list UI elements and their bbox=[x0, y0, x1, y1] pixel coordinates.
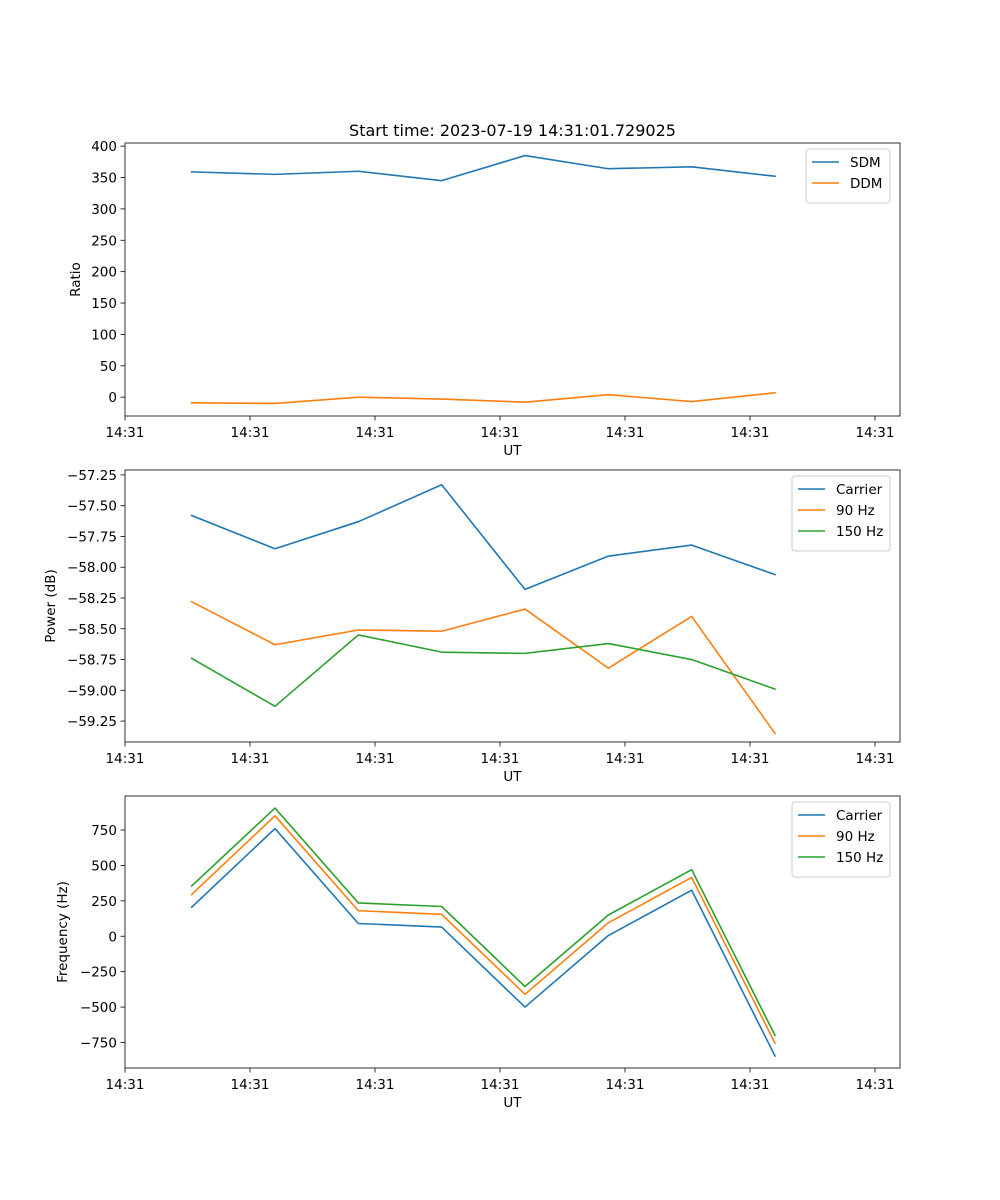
x-axis-label: UT bbox=[503, 1095, 522, 1111]
series-line-150-hz bbox=[190, 634, 777, 708]
legend-label: 150 Hz bbox=[836, 524, 883, 540]
y-tick-label: −250 bbox=[80, 965, 117, 981]
chart-panel-3: 14:31 14:31 14:31 14:31 14:31 14:31 14:31 −750 −… bbox=[55, 795, 901, 1111]
x-tick-label: 14:31 bbox=[731, 751, 770, 767]
legend-label: SDM bbox=[850, 155, 881, 171]
x-tick-label: 14:31 bbox=[481, 751, 520, 767]
series-line-carrier bbox=[190, 827, 777, 1058]
x-tick-label: 14:31 bbox=[106, 751, 145, 767]
y-tick-label: −58.00 bbox=[67, 560, 117, 576]
legend-box bbox=[791, 475, 891, 552]
x-tick-label: 14:31 bbox=[856, 1077, 895, 1093]
y-tick-label: 350 bbox=[91, 171, 117, 187]
y-tick-label: 250 bbox=[91, 233, 117, 249]
x-tick-label: 14:31 bbox=[856, 425, 895, 441]
legend-label: Carrier bbox=[836, 482, 883, 498]
y-tick-label: −750 bbox=[80, 1036, 117, 1052]
x-tick-label: 14:31 bbox=[356, 425, 395, 441]
chart-panel-2: 14:31 14:31 14:31 14:31 14:31 14:31 14:31 −57.2… bbox=[43, 468, 901, 785]
y-tick-label: 400 bbox=[91, 139, 117, 155]
y-tick-label: −59.00 bbox=[67, 683, 117, 699]
series-line-90-hz bbox=[190, 815, 777, 1045]
series-line-sdm bbox=[190, 154, 776, 182]
y-tick-label: −58.75 bbox=[67, 653, 117, 669]
legend: Carrier 90 Hz 150 Hz bbox=[791, 475, 891, 552]
y-tick-label: −58.25 bbox=[67, 591, 117, 607]
y-tick-label: 500 bbox=[91, 858, 117, 874]
y-tick-label: −57.25 bbox=[67, 468, 117, 484]
chart-title: Start time: 2023-07-19 14:31:01.729025 bbox=[349, 121, 676, 140]
x-axis-label: UT bbox=[503, 443, 522, 459]
y-axis-label: Frequency (Hz) bbox=[55, 881, 71, 983]
x-tick-label: 14:31 bbox=[356, 1077, 395, 1093]
axes-frame bbox=[124, 469, 901, 743]
y-tick-label: 750 bbox=[91, 823, 117, 839]
x-tick-label: 14:31 bbox=[231, 1077, 270, 1093]
legend-label: 90 Hz bbox=[836, 503, 875, 519]
axes-frame bbox=[124, 142, 901, 417]
legend-label: DDM bbox=[850, 176, 882, 192]
x-tick-label: 14:31 bbox=[231, 751, 270, 767]
legend: SDM DDM bbox=[805, 148, 891, 204]
y-tick-label: 50 bbox=[100, 359, 117, 375]
y-tick-label: 150 bbox=[91, 296, 117, 312]
y-axis-label: Power (dB) bbox=[43, 569, 59, 642]
y-tick-label: 250 bbox=[91, 894, 117, 910]
y-tick-label: 200 bbox=[91, 265, 117, 281]
y-tick-label: −57.75 bbox=[67, 529, 117, 545]
x-tick-label: 14:31 bbox=[481, 425, 520, 441]
y-tick-label: 300 bbox=[91, 202, 117, 218]
axes-frame bbox=[124, 795, 901, 1069]
y-axis-label: Ratio bbox=[68, 262, 84, 297]
legend-box bbox=[791, 801, 891, 878]
legend-label: 150 Hz bbox=[836, 850, 883, 866]
x-tick-label: 14:31 bbox=[606, 751, 645, 767]
y-tick-label: −58.50 bbox=[67, 622, 117, 638]
series-line-ddm bbox=[190, 391, 776, 405]
y-tick-label: 100 bbox=[91, 327, 117, 343]
x-tick-label: 14:31 bbox=[731, 425, 770, 441]
x-tick-label: 14:31 bbox=[731, 1077, 770, 1093]
y-tick-label: 0 bbox=[108, 929, 117, 945]
x-axis-label: UT bbox=[503, 769, 522, 785]
legend: Carrier 90 Hz 150 Hz bbox=[791, 801, 891, 878]
y-tick-label: 0 bbox=[108, 390, 117, 406]
x-tick-label: 14:31 bbox=[606, 425, 645, 441]
series-line-carrier bbox=[190, 483, 777, 591]
x-tick-label: 14:31 bbox=[106, 1077, 145, 1093]
series-line-90-hz bbox=[190, 600, 777, 735]
chart-panel-1: 14:31 14:31 14:31 14:31 14:31 14:31 14:31 0 50 10… bbox=[68, 139, 901, 459]
x-tick-label: 14:31 bbox=[856, 751, 895, 767]
x-tick-label: 14:31 bbox=[106, 425, 145, 441]
series-line-150-hz bbox=[190, 807, 777, 1037]
x-tick-label: 14:31 bbox=[606, 1077, 645, 1093]
legend-label: 90 Hz bbox=[836, 829, 875, 845]
x-tick-label: 14:31 bbox=[356, 751, 395, 767]
y-tick-label: −500 bbox=[80, 1000, 117, 1016]
panels: 14:31 14:31 14:31 14:31 14:31 14:31 14:31 0 50 10… bbox=[43, 139, 901, 1111]
y-tick-label: −57.50 bbox=[67, 499, 117, 515]
x-tick-label: 14:31 bbox=[481, 1077, 520, 1093]
legend-label: Carrier bbox=[836, 808, 883, 824]
y-tick-label: −59.25 bbox=[67, 714, 117, 730]
x-tick-label: 14:31 bbox=[231, 425, 270, 441]
